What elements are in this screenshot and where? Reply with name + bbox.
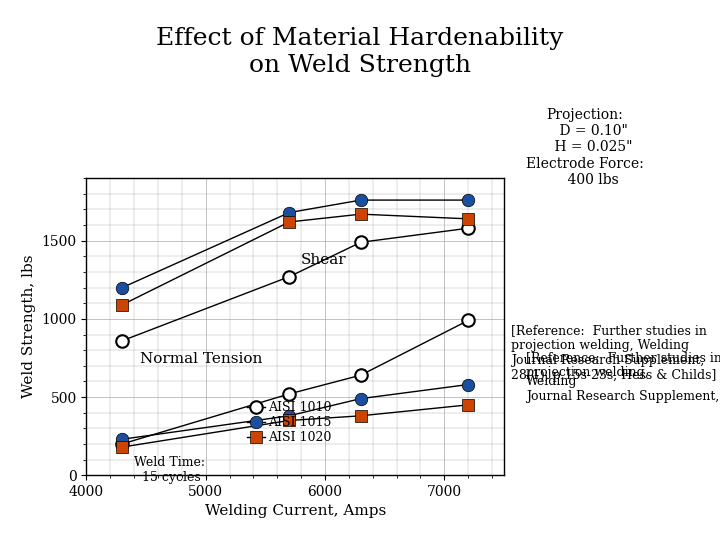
Text: [Reference:  Further studies in
projection welding, Welding
Journal Research Sup: [Reference: Further studies in projectio…	[511, 324, 716, 382]
Text: Effect of Material Hardenability
on Weld Strength: Effect of Material Hardenability on Weld…	[156, 27, 564, 77]
Text: Shear: Shear	[301, 253, 347, 267]
Text: [Reference:  Further studies in
projection welding,: [Reference: Further studies in projectio…	[526, 351, 720, 379]
Text: Welding
Journal Research Supplement,: Welding Journal Research Supplement,	[526, 375, 719, 403]
Text: AISI 1015: AISI 1015	[268, 416, 331, 429]
X-axis label: Welding Current, Amps: Welding Current, Amps	[204, 504, 386, 518]
Text: Weld Time:
  15 cycles: Weld Time: 15 cycles	[134, 456, 205, 484]
Text: Projection:
    D = 0.10"
    H = 0.025"
Electrode Force:
    400 lbs: Projection: D = 0.10" H = 0.025" Electro…	[526, 108, 644, 187]
Text: AISI 1020: AISI 1020	[268, 431, 331, 444]
Text: Normal Tension: Normal Tension	[140, 352, 263, 366]
Text: AISI 1010: AISI 1010	[268, 401, 331, 415]
Y-axis label: Weld Strength, lbs: Weld Strength, lbs	[22, 255, 36, 399]
